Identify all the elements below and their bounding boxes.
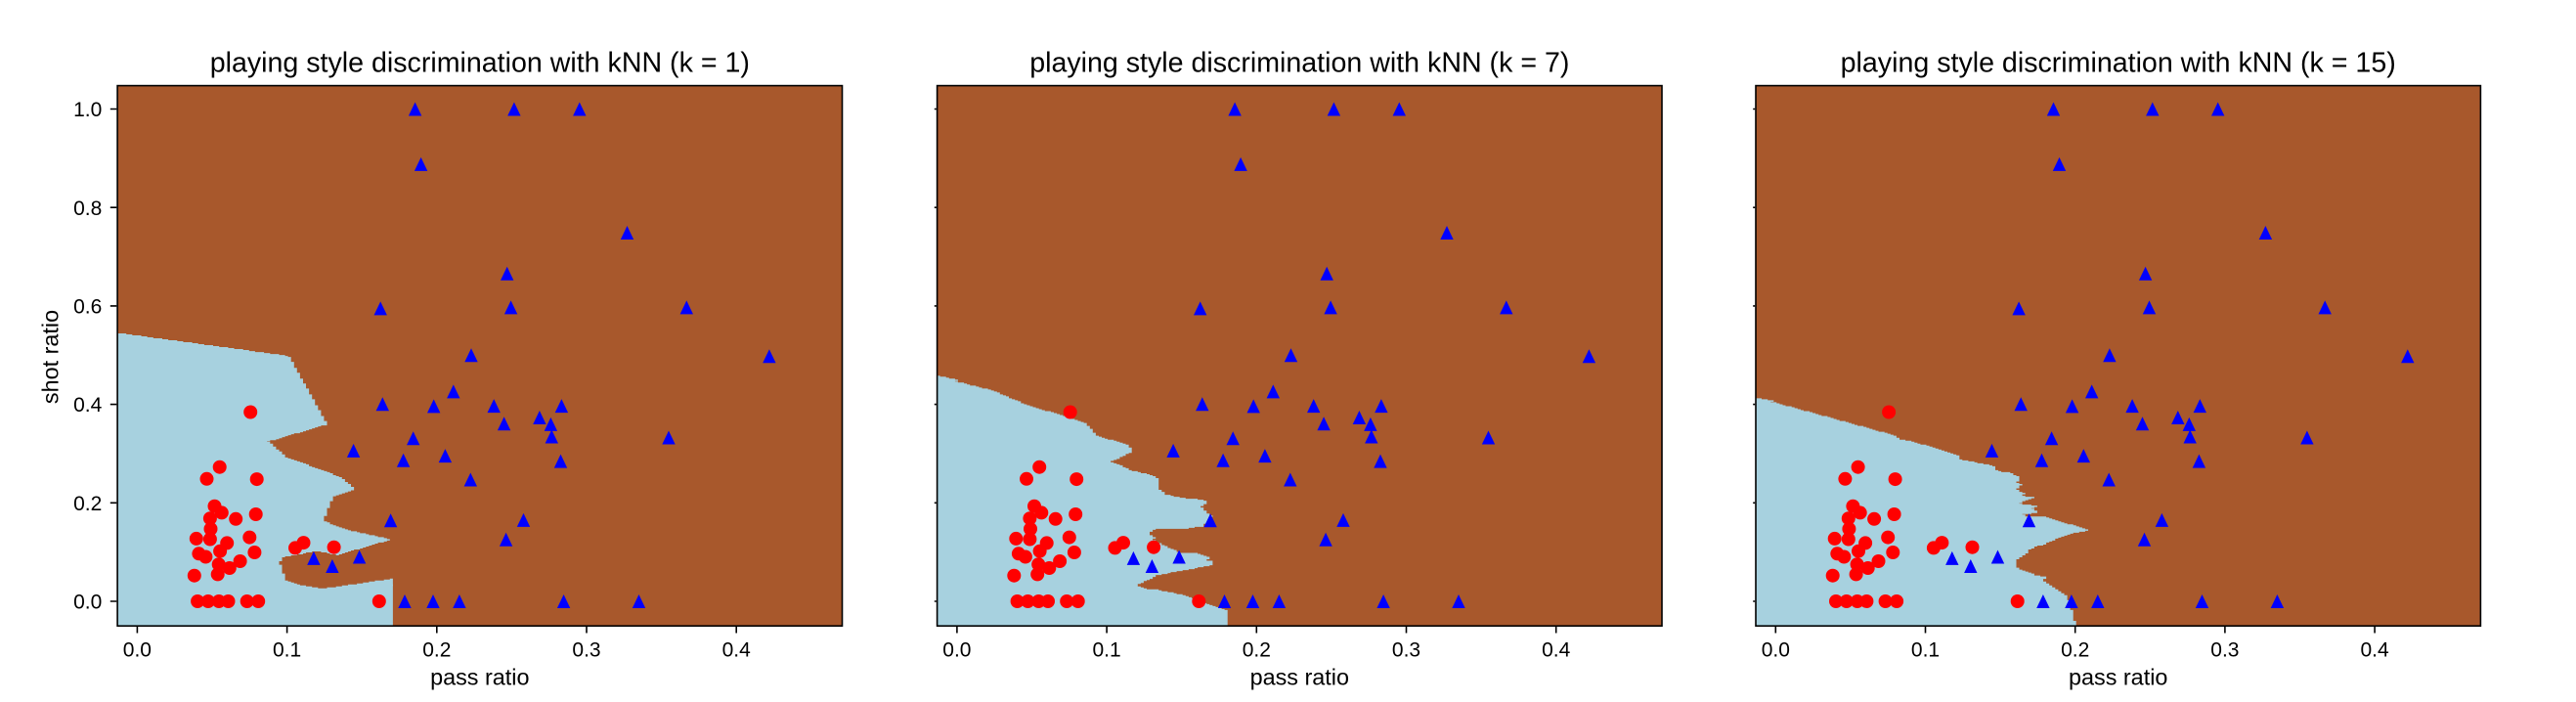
svg-text:0.4: 0.4	[73, 394, 103, 417]
svg-text:0.0: 0.0	[942, 639, 971, 662]
svg-text:0.2: 0.2	[1243, 639, 1271, 662]
svg-text:0.0: 0.0	[73, 592, 102, 614]
svg-text:shot ratio: shot ratio	[38, 310, 64, 404]
svg-text:0.4: 0.4	[722, 639, 752, 662]
svg-text:0.3: 0.3	[1392, 639, 1420, 662]
svg-text:playing style discrimination w: playing style discrimination with kNN (k…	[1029, 48, 1569, 79]
svg-text:0.4: 0.4	[1542, 639, 1571, 662]
svg-text:0.0: 0.0	[1762, 639, 1790, 662]
svg-text:0.3: 0.3	[572, 639, 600, 662]
svg-text:0.1: 0.1	[273, 639, 301, 662]
svg-text:0.1: 0.1	[1911, 639, 1940, 662]
svg-text:playing style discrimination w: playing style discrimination with kNN (k…	[210, 48, 750, 79]
svg-text:0.4: 0.4	[2360, 639, 2389, 662]
svg-text:pass ratio: pass ratio	[2069, 664, 2167, 689]
svg-text:pass ratio: pass ratio	[430, 664, 529, 689]
svg-text:0.1: 0.1	[1092, 639, 1120, 662]
svg-text:0.6: 0.6	[73, 296, 102, 319]
svg-text:0.2: 0.2	[2061, 639, 2089, 662]
svg-text:0.2: 0.2	[73, 493, 102, 515]
svg-text:0.0: 0.0	[123, 639, 152, 662]
svg-text:pass ratio: pass ratio	[1250, 664, 1349, 689]
svg-text:1.0: 1.0	[73, 99, 102, 121]
svg-text:0.8: 0.8	[73, 197, 102, 220]
svg-text:0.2: 0.2	[422, 639, 451, 662]
svg-text:0.3: 0.3	[2210, 639, 2239, 662]
svg-text:playing style discrimination w: playing style discrimination with kNN (k…	[1841, 48, 2396, 79]
